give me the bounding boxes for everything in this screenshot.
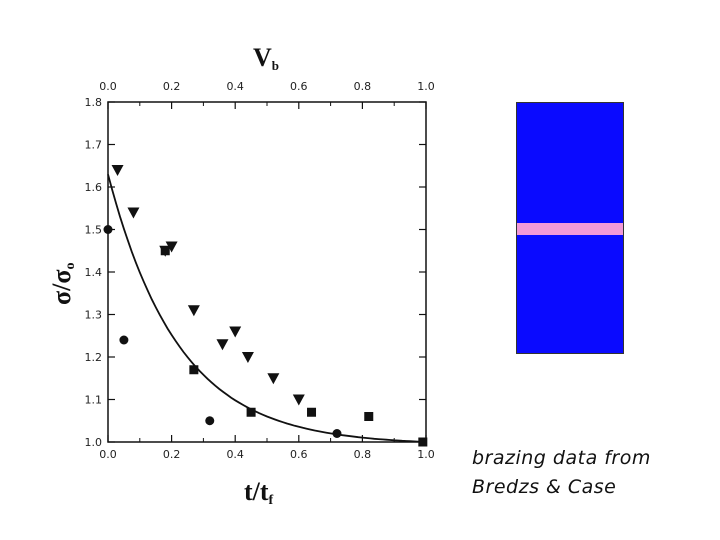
y-tick-label: 1.8 xyxy=(85,96,103,109)
x-tick-label: 1.0 xyxy=(417,448,435,461)
y-axis-title: σ/σo xyxy=(47,262,78,305)
top-tick-label: 0.8 xyxy=(354,80,372,93)
y-tick-label: 1.2 xyxy=(85,351,103,364)
y-tick-label: 1.0 xyxy=(85,436,103,449)
y-tick-label: 1.1 xyxy=(85,394,103,407)
triangle-point xyxy=(267,373,280,385)
triangle-point xyxy=(127,207,140,219)
triangle-point xyxy=(187,305,200,317)
top-axis-title: Vb xyxy=(253,43,279,73)
circle-point xyxy=(103,225,113,234)
square-point xyxy=(160,246,170,256)
square-point xyxy=(364,412,374,421)
triangle-point xyxy=(292,394,305,406)
circle-point xyxy=(205,416,215,426)
y-tick-label: 1.5 xyxy=(85,224,103,237)
y-tick-label: 1.3 xyxy=(85,309,103,322)
y-tick-label: 1.7 xyxy=(85,139,103,152)
triangle-point xyxy=(165,241,178,253)
triangle-point xyxy=(111,165,124,176)
top-tick-label: 0.0 xyxy=(99,80,117,93)
square-point xyxy=(418,437,428,447)
circle-point xyxy=(332,429,342,438)
triangle-point xyxy=(241,352,254,363)
y-tick-label: 1.6 xyxy=(85,181,103,194)
x-tick-label: 0.6 xyxy=(290,448,308,461)
square-point xyxy=(189,365,199,375)
caption-line-2: Bredzs & Case xyxy=(472,476,617,498)
caption: brazing data from Bredzs & Case xyxy=(472,444,712,502)
x-axis-title: t/tf xyxy=(244,477,274,508)
x-tick-label: 0.2 xyxy=(163,448,181,461)
plot: 0.0 0.2 0.4 0.6 0.8 1.00.0 0.2 0.4 0.6 0.8 1.01.01… xyxy=(47,43,435,508)
data-points xyxy=(103,165,428,447)
fit-curve xyxy=(107,174,427,443)
square-point xyxy=(307,407,317,417)
tick-labels: 0.0 0.2 0.4 0.6 0.8 1.00.0 0.2 0.4 0.6 0.8 1.01.01… xyxy=(85,80,435,461)
square-point xyxy=(246,407,256,417)
top-tick-label: 0.4 xyxy=(226,80,244,93)
top-tick-label: 0.2 xyxy=(163,80,181,93)
top-tick-label: 0.6 xyxy=(290,80,308,93)
x-tick-label: 0.8 xyxy=(354,448,372,461)
triangle-point xyxy=(216,339,229,351)
y-tick-label: 1.4 xyxy=(85,266,103,279)
tick-group xyxy=(107,101,427,443)
braze-joint-stripe xyxy=(517,223,623,235)
top-tick-label: 1.0 xyxy=(417,80,435,93)
bar-specimen-graphic xyxy=(516,102,624,354)
x-tick-label: 0.0 xyxy=(99,448,117,461)
circle-point xyxy=(119,335,129,345)
plot-frame xyxy=(107,101,427,443)
caption-line-1: brazing data from xyxy=(472,447,651,469)
triangle-point xyxy=(229,326,242,338)
x-tick-label: 0.4 xyxy=(226,448,244,461)
